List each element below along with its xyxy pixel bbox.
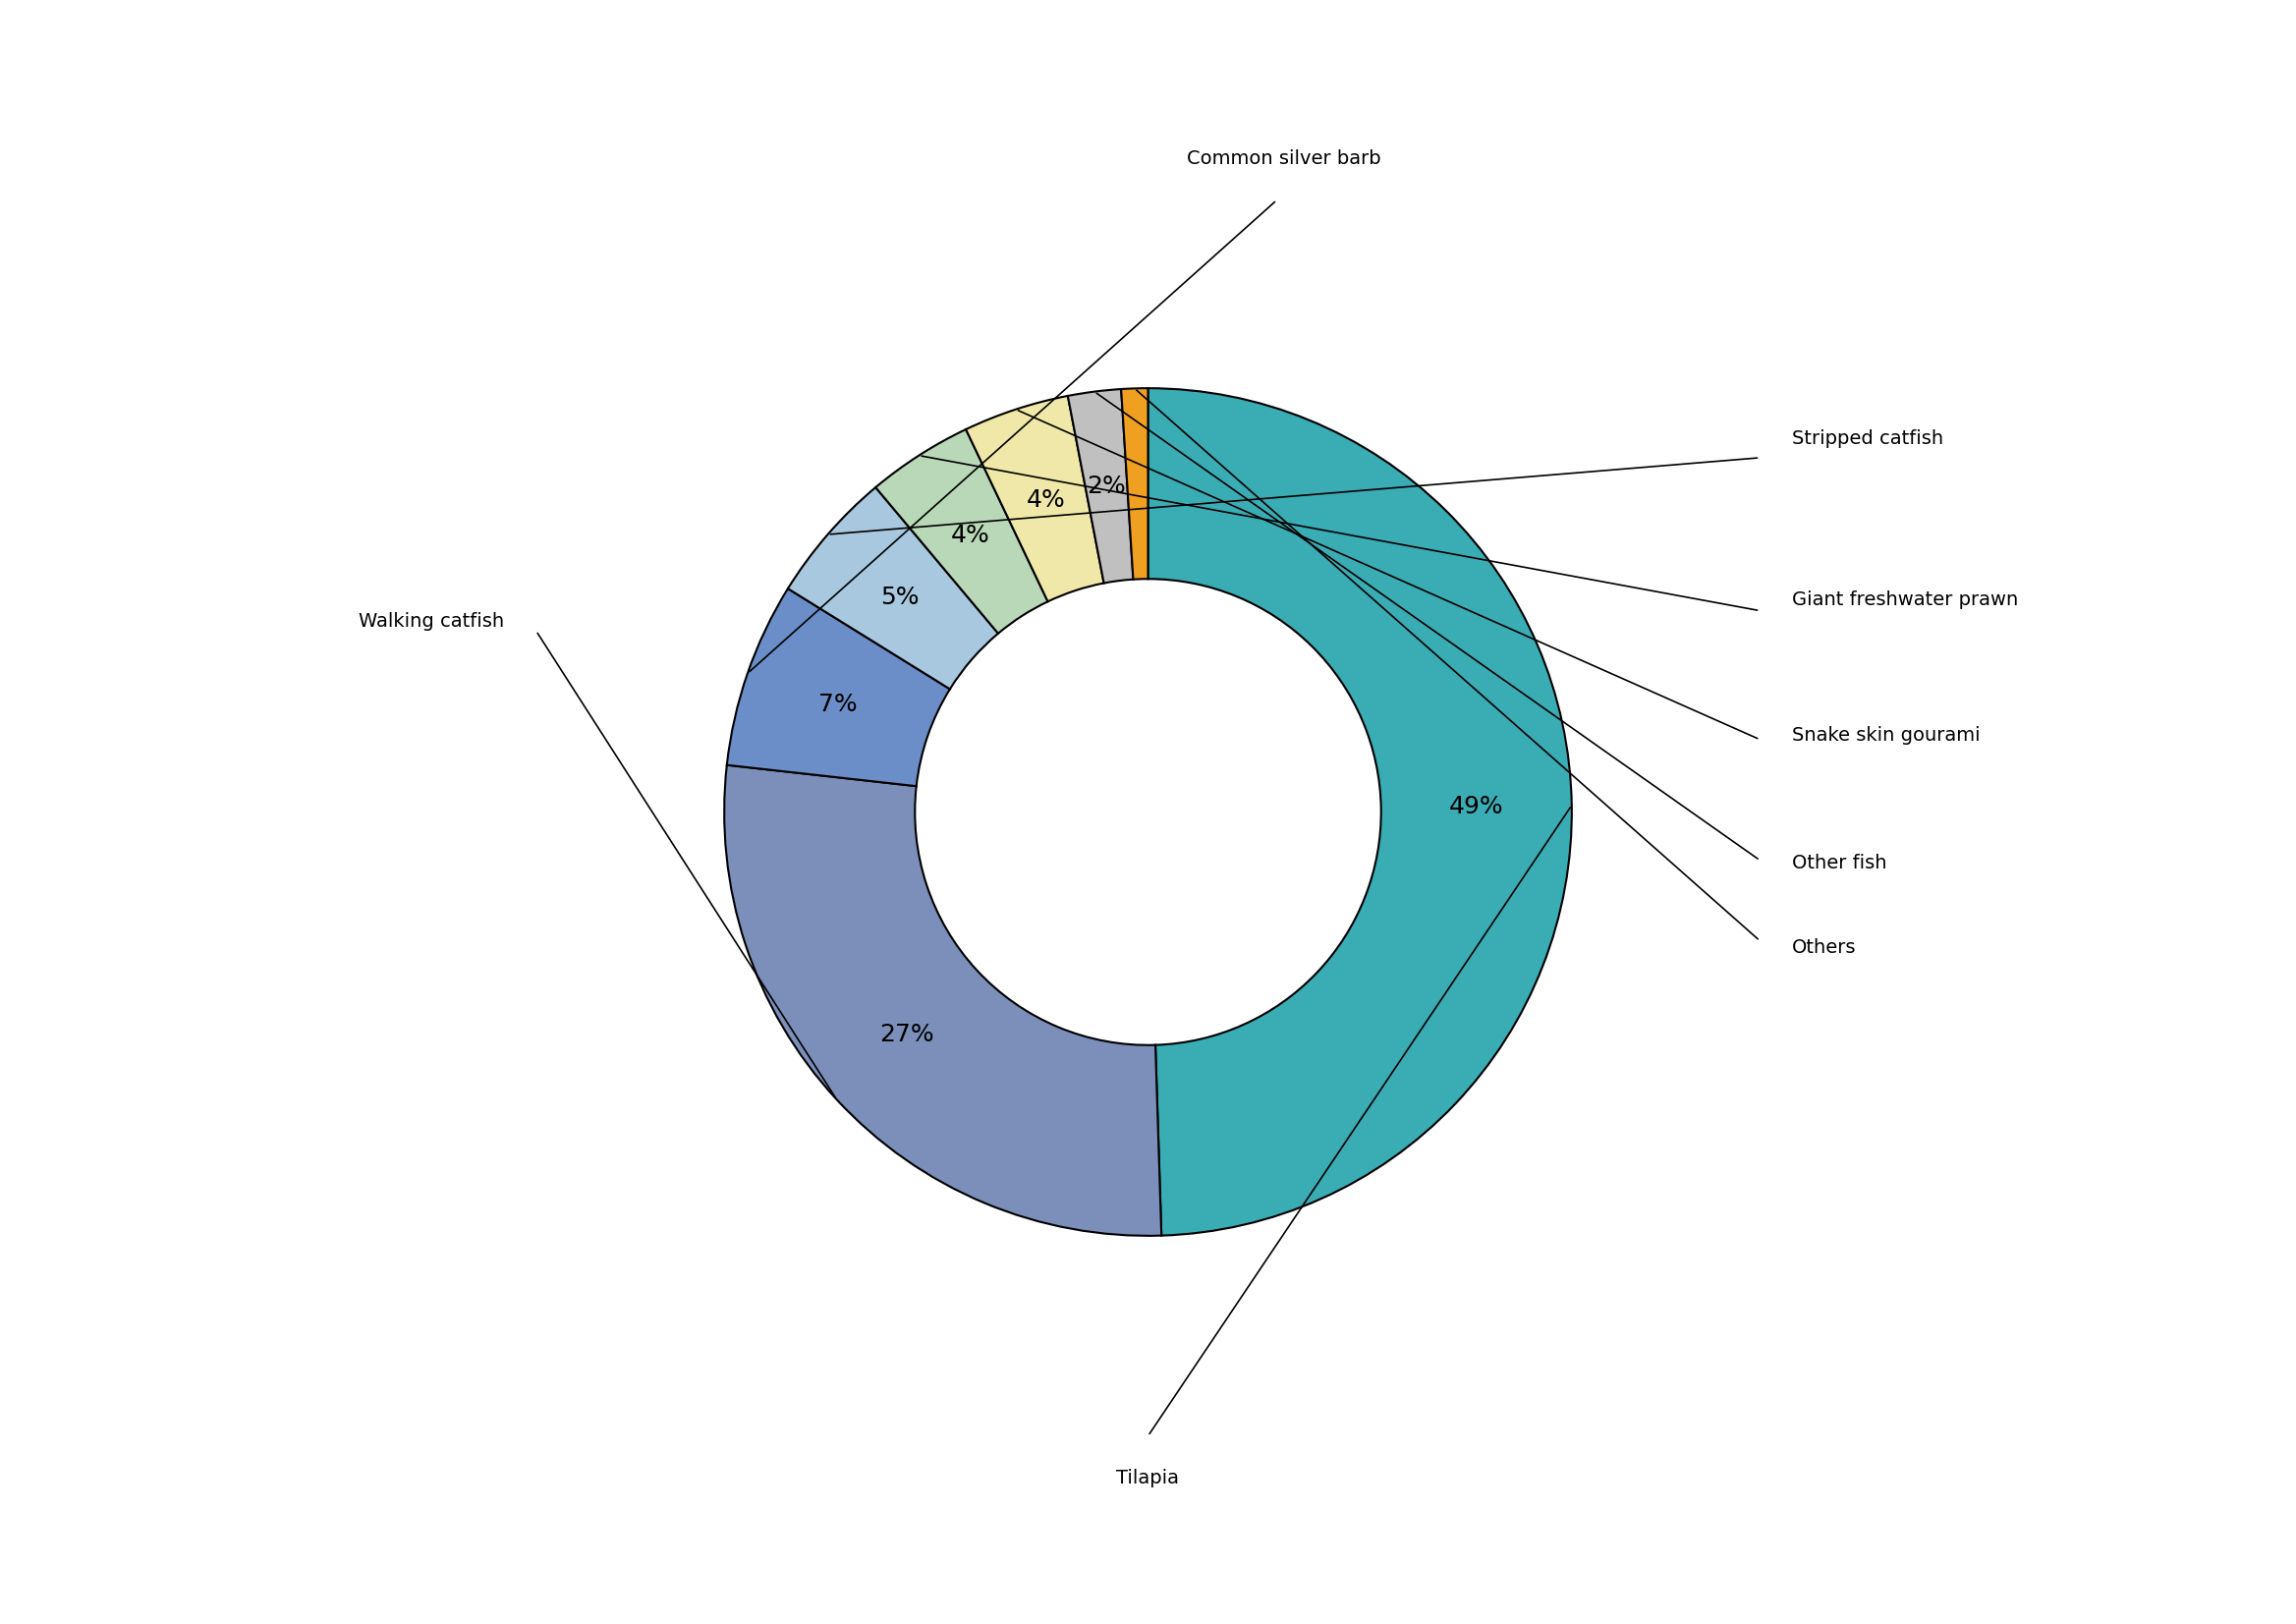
Text: 4%: 4% xyxy=(951,525,990,547)
Wedge shape xyxy=(1120,388,1148,580)
Text: Walking catfish: Walking catfish xyxy=(358,612,503,630)
Text: Giant freshwater prawn: Giant freshwater prawn xyxy=(1793,591,2018,609)
Text: Other fish: Other fish xyxy=(1793,854,1887,872)
Text: Stripped catfish: Stripped catfish xyxy=(1793,430,1942,448)
Wedge shape xyxy=(728,588,951,786)
Text: Common silver barb: Common silver barb xyxy=(1187,149,1380,167)
Wedge shape xyxy=(875,429,1047,633)
Text: 2%: 2% xyxy=(1086,474,1125,499)
Text: Snake skin gourami: Snake skin gourami xyxy=(1793,726,1981,745)
Wedge shape xyxy=(1148,388,1573,1236)
Wedge shape xyxy=(967,396,1104,601)
Text: Others: Others xyxy=(1793,939,1857,957)
Text: 7%: 7% xyxy=(817,693,856,716)
Text: Tilapia: Tilapia xyxy=(1116,1468,1180,1488)
Text: 27%: 27% xyxy=(879,1023,934,1046)
Text: 5%: 5% xyxy=(879,585,918,609)
Text: 4%: 4% xyxy=(1026,489,1065,512)
Wedge shape xyxy=(788,487,999,689)
Wedge shape xyxy=(723,765,1162,1236)
Text: 49%: 49% xyxy=(1449,796,1504,818)
Wedge shape xyxy=(1068,390,1134,583)
